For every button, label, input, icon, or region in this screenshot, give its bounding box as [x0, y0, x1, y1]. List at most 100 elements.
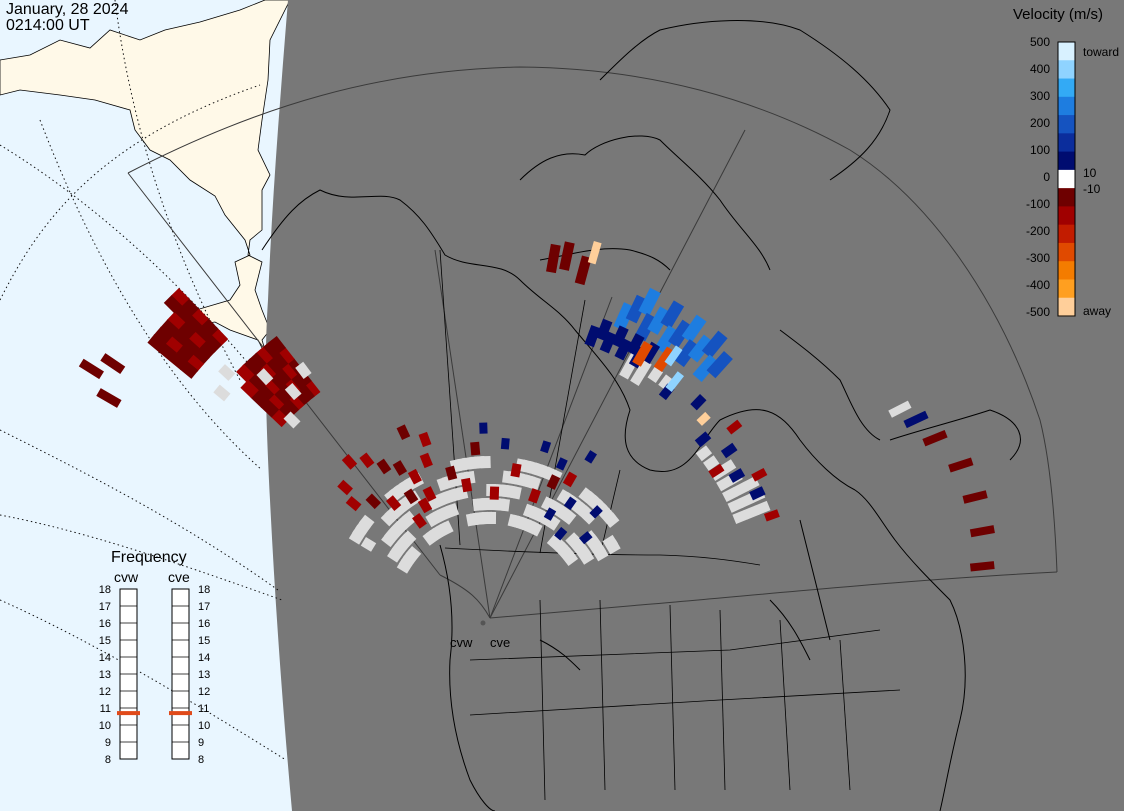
scatter-cell [720, 442, 738, 459]
scatter-cell [265, 393, 285, 413]
scatter-cell [565, 532, 581, 548]
scatter-cell [584, 324, 601, 348]
scatter-cell [589, 505, 603, 519]
velocity-tick-label: -100 [1026, 197, 1050, 211]
scatter-cell [587, 494, 603, 511]
scatter-cell [183, 314, 203, 334]
scatter-cell [922, 429, 948, 447]
scatter-cell [422, 530, 438, 546]
scatter-cell [254, 346, 273, 366]
scatter-cell [240, 379, 259, 399]
frequency-tick-label: 13 [99, 669, 111, 681]
scatter-cell [665, 371, 685, 392]
scatter-cell [418, 431, 432, 448]
scatter-cell [422, 486, 437, 502]
coastlines [261, 20, 1021, 811]
scatter-cell [507, 513, 521, 528]
scatter-cell [96, 388, 122, 408]
scatter-cell [407, 468, 422, 485]
scatter-cell [619, 363, 635, 380]
frequency-tick-label: 17 [99, 601, 111, 613]
scatter-cell [681, 314, 707, 343]
frequency-tick-label: 15 [99, 635, 111, 647]
velocity-tick-label: 300 [1030, 89, 1050, 103]
scatter-cell [261, 341, 280, 360]
scatter-cell [166, 312, 186, 331]
scatter-cell [732, 509, 749, 524]
scatter-cell [587, 241, 602, 265]
velocity-tick-label: -300 [1026, 251, 1050, 265]
scatter-cell [78, 358, 104, 380]
scatter-cell [716, 476, 733, 492]
frequency-tick-label: 12 [198, 686, 210, 698]
scatter-cell [502, 470, 514, 484]
scatter-cell [158, 343, 177, 362]
velocity-toward-label: toward [1083, 45, 1119, 59]
scatter-cell [738, 493, 755, 508]
scatter-cell [384, 507, 401, 523]
scatter-cell [169, 351, 188, 371]
radar-scatter-layer [78, 241, 995, 574]
velocity-tick-label: -200 [1026, 224, 1050, 238]
scatter-cell [602, 534, 618, 550]
scatter-cell [701, 330, 728, 359]
scatter-cell [578, 505, 594, 521]
scatter-cell [264, 357, 283, 376]
frequency-tick-label: 9 [105, 737, 111, 749]
scatter-cell [948, 457, 974, 473]
scatter-cell [751, 467, 768, 482]
radar-label-cve: cve [490, 635, 510, 650]
scatter-cell [360, 537, 377, 552]
scatter-cell [392, 460, 408, 476]
frequency-tick-label: 14 [99, 652, 111, 664]
scatter-cell [260, 399, 280, 418]
scatter-cell [653, 346, 676, 373]
scatter-cell [436, 476, 450, 492]
scatter-cell [654, 325, 679, 354]
frequency-tick-label: 8 [198, 754, 204, 766]
velocity-color-swatch [1058, 133, 1075, 153]
scatter-cell [706, 350, 733, 379]
scatter-cell [578, 487, 594, 503]
scatter-cell [191, 347, 210, 366]
frequency-tick-label: 13 [198, 669, 210, 681]
scatter-cell [732, 481, 749, 497]
radar-site-icon [480, 620, 486, 626]
scatter-cell [703, 455, 720, 471]
day-land [0, 0, 291, 361]
scatter-cell [100, 353, 126, 375]
scatter-cell [283, 411, 301, 429]
scatter-cell [359, 452, 375, 469]
scatter-cell [153, 326, 173, 345]
velocity-color-scale: 500400300200100100-10-100-200-300-400-50… [1026, 35, 1119, 319]
scatter-cell [695, 445, 713, 462]
velocity-color-swatch [1058, 188, 1075, 207]
velocity-color-swatch [1058, 151, 1075, 171]
frequency-tick-label: 15 [198, 635, 210, 647]
scatter-cell [584, 450, 598, 464]
scatter-cell [556, 489, 572, 505]
scatter-cell [668, 319, 693, 348]
scatter-cell [674, 339, 700, 368]
scatter-cell [969, 525, 995, 538]
frequency-tick-label: 16 [99, 618, 111, 630]
frequency-indicator-cvw [117, 711, 140, 716]
velocity-color-swatch [1058, 78, 1075, 98]
frequency-tick-label: 10 [99, 720, 111, 732]
scatter-cell [574, 255, 592, 286]
scatter-cell [727, 498, 744, 513]
scatter-cell [630, 369, 646, 386]
scatter-cell [276, 383, 295, 403]
scatter-cell [479, 422, 488, 434]
time-label: 0214:00 UT [6, 17, 90, 34]
scatter-cell [255, 383, 275, 403]
scatter-cell [888, 400, 912, 418]
scatter-cell [170, 328, 190, 347]
velocity-tick-label: 500 [1030, 35, 1050, 49]
frequency-tick-label: 18 [198, 584, 210, 596]
scatter-cell [445, 465, 458, 481]
scatter-cell [554, 526, 568, 541]
scatter-cell [286, 393, 305, 413]
scatter-cell [969, 561, 995, 572]
velocity-color-swatch [1058, 279, 1075, 299]
